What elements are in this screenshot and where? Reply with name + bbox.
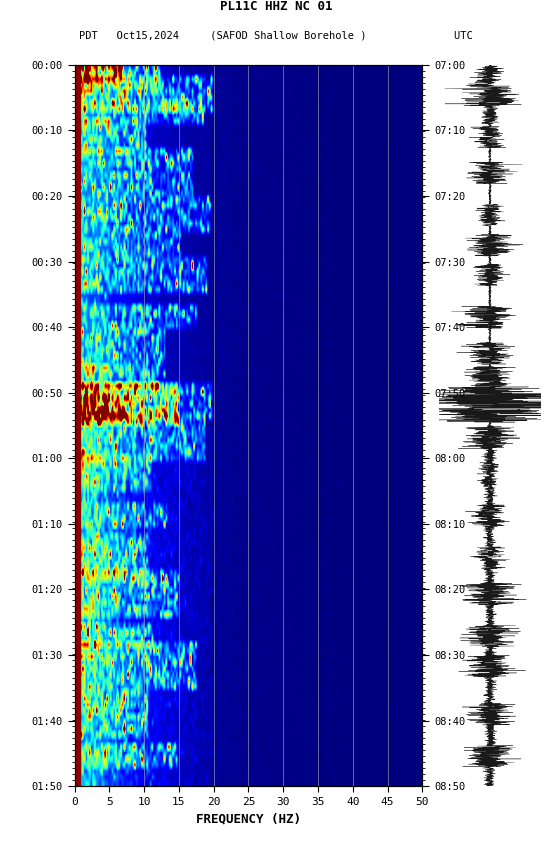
Text: PL11C HHZ NC 01: PL11C HHZ NC 01 <box>220 0 332 13</box>
Bar <box>75 65 80 786</box>
X-axis label: FREQUENCY (HZ): FREQUENCY (HZ) <box>196 812 301 825</box>
Text: PDT   Oct15,2024     (SAFOD Shallow Borehole )              UTC: PDT Oct15,2024 (SAFOD Shallow Borehole )… <box>79 31 473 41</box>
